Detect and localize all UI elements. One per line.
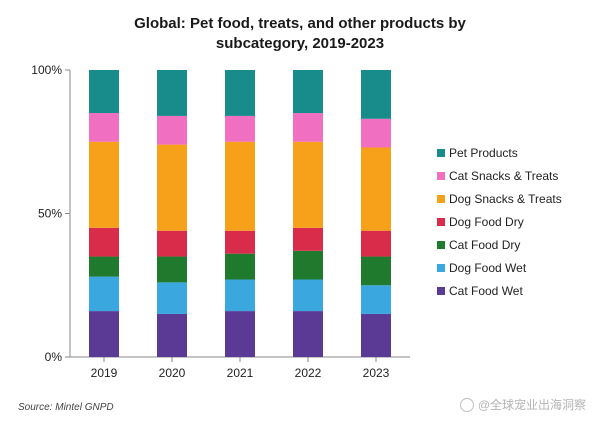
- x-tick-label: 2019: [91, 366, 118, 380]
- bar-segment: [361, 147, 391, 231]
- bar-segment: [225, 70, 255, 116]
- bar-segment: [361, 313, 391, 357]
- bar-segment: [361, 230, 391, 257]
- bar-segment: [225, 141, 255, 231]
- bar-segment: [293, 141, 323, 228]
- bar-segment: [361, 285, 391, 314]
- bar-segment: [361, 118, 391, 148]
- bar-segment: [157, 115, 187, 145]
- bar-segment: [293, 227, 323, 251]
- bar-segment: [361, 256, 391, 286]
- bar-segment: [157, 313, 187, 357]
- bar-segment: [157, 282, 187, 314]
- bar-segment: [157, 230, 187, 257]
- watermark: @全球宠业出海洞察: [459, 396, 586, 413]
- bar-segment: [225, 230, 255, 254]
- legend-label: Dog Food Dry: [449, 215, 524, 229]
- chart-title-line-2: subcategory, 2019-2023: [215, 35, 385, 52]
- legend-label: Dog Food Wet: [449, 261, 527, 275]
- bar-segment: [89, 141, 119, 228]
- legend-swatch: [437, 218, 445, 226]
- legend-swatch: [437, 172, 445, 180]
- bar-segment: [293, 279, 323, 312]
- bar-segment: [293, 70, 323, 114]
- chart-title: Global: Pet food, treats, and other prod…: [0, 14, 600, 54]
- bar-segment: [361, 70, 391, 119]
- x-tick-label: 2023: [363, 366, 390, 380]
- bar-segment: [89, 113, 119, 142]
- bar-segment: [225, 279, 255, 312]
- legend-label: Cat Food Wet: [449, 284, 523, 298]
- legend-swatch: [437, 287, 445, 295]
- bar-segment: [89, 256, 119, 277]
- watermark-text: @全球宠业出海洞察: [477, 398, 586, 412]
- legend-swatch: [437, 149, 445, 157]
- legend-label: Cat Snacks & Treats: [449, 169, 558, 183]
- y-tick-label: 100%: [31, 63, 62, 77]
- legend-swatch: [437, 264, 445, 272]
- bar-segment: [157, 70, 187, 116]
- bar-segment: [293, 311, 323, 357]
- bar-segment: [225, 115, 255, 142]
- bar-segment: [89, 227, 119, 257]
- y-tick-label: 50%: [38, 207, 62, 221]
- bar-segment: [293, 113, 323, 142]
- legend-label: Pet Products: [449, 146, 518, 160]
- source-note: Source: Mintel GNPD: [18, 402, 114, 413]
- legend-swatch: [437, 195, 445, 203]
- bar-segment: [157, 144, 187, 231]
- bar-segment: [225, 311, 255, 357]
- legend-swatch: [437, 241, 445, 249]
- bar-segment: [89, 276, 119, 312]
- x-tick-label: 2021: [227, 366, 254, 380]
- watermark-logo-icon: [459, 397, 474, 412]
- y-tick-label: 0%: [45, 350, 63, 364]
- bar-segment: [89, 311, 119, 357]
- bar-segment: [89, 70, 119, 114]
- x-tick-label: 2022: [295, 366, 322, 380]
- x-tick-label: 2020: [159, 366, 186, 380]
- chart-title-line-1: Global: Pet food, treats, and other prod…: [134, 15, 466, 32]
- bar-segment: [225, 253, 255, 280]
- bar-segment: [157, 256, 187, 283]
- legend-label: Dog Snacks & Treats: [449, 192, 562, 206]
- bar-segment: [293, 250, 323, 280]
- legend-label: Cat Food Dry: [449, 238, 520, 252]
